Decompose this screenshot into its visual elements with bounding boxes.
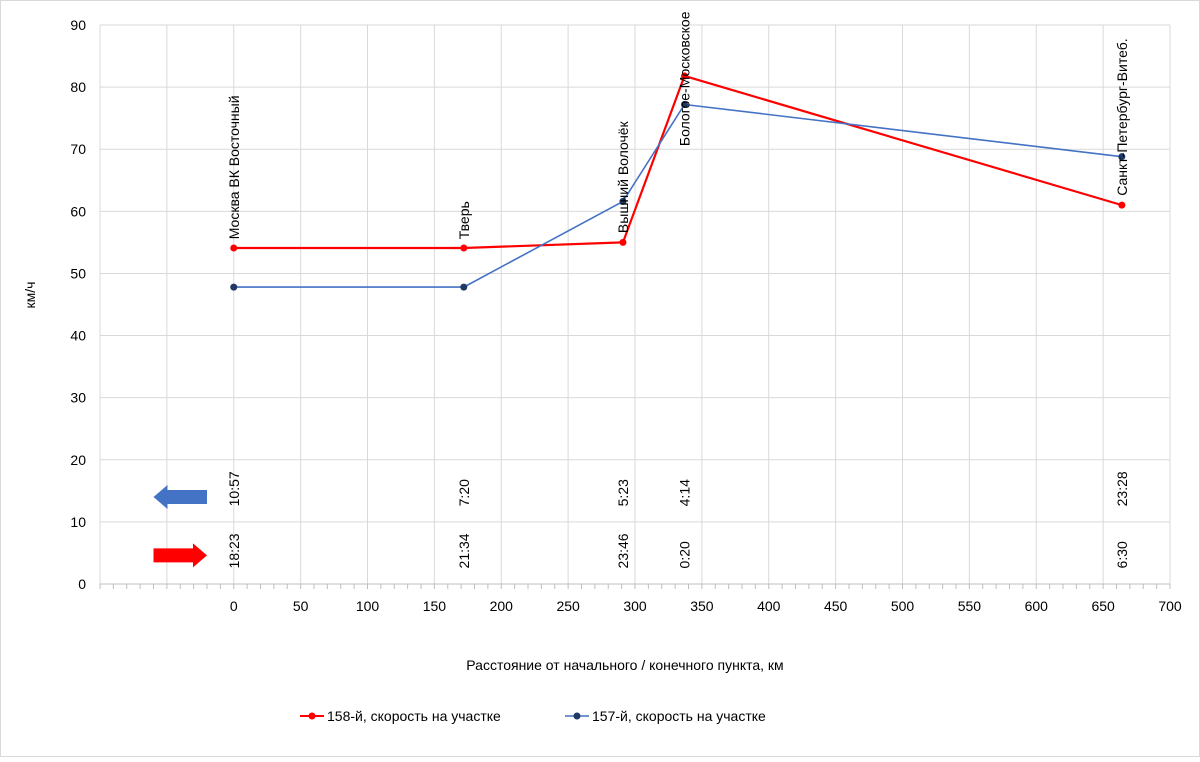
x-tick-label: 400	[757, 598, 781, 614]
legend-marker-157	[573, 712, 581, 720]
x-axis-title: Расстояние от начального / конечного пун…	[466, 657, 783, 673]
direction-arrow-157	[153, 485, 207, 510]
y-tick-label: 10	[70, 514, 86, 530]
data-point	[1118, 201, 1126, 209]
x-tick-label: 500	[891, 598, 915, 614]
data-point	[680, 101, 688, 109]
data-point	[460, 283, 468, 291]
legend-item-158[interactable]: 158-й, скорость на участке	[300, 708, 501, 724]
x-tick-label: 200	[490, 598, 514, 614]
time-158: 21:34	[456, 533, 472, 568]
station-annotations: Москва ВК Восточный 10:57 18:23 Тверь 7:20 21…	[153, 11, 1130, 568]
y-tick-label: 50	[70, 265, 86, 281]
time-157: 7:20	[456, 479, 472, 506]
y-tick-label: 0	[78, 576, 86, 592]
legend-label-157: 157-й, скорость на участке	[592, 708, 766, 724]
y-tick-label: 30	[70, 390, 86, 406]
x-tick-label: 0	[230, 598, 238, 614]
data-point	[1118, 153, 1126, 161]
time-157: 23:28	[1114, 471, 1130, 506]
time-158: 23:46	[615, 533, 631, 568]
x-tick-label: 650	[1091, 598, 1115, 614]
series-lines	[230, 72, 1126, 291]
x-tick-label: 450	[824, 598, 848, 614]
data-point	[460, 244, 468, 252]
station-label: Москва ВК Восточный	[226, 95, 242, 239]
time-158: 6:30	[1114, 541, 1130, 568]
legend-item-157[interactable]: 157-й, скорость на участке	[565, 708, 766, 724]
x-tick-label: 50	[293, 598, 309, 614]
x-tick-label: 250	[556, 598, 580, 614]
y-tick-label: 20	[70, 452, 86, 468]
time-157: 4:14	[676, 479, 692, 506]
y-tick-label: 60	[70, 203, 86, 219]
data-point	[230, 283, 238, 291]
axes: 0 10 20 30 40 50 60 70 80 90 0 50 100 150 200 250 300 350…	[70, 17, 1181, 614]
x-tick-label: 100	[356, 598, 380, 614]
time-157: 5:23	[615, 479, 631, 506]
x-tick-label: 300	[623, 598, 647, 614]
x-tick-label: 700	[1158, 598, 1182, 614]
station-label: Санкт-Петербург-Витеб.	[1114, 38, 1130, 195]
station-label: Вышний Волочёк	[615, 120, 631, 233]
y-axis-title: км/ч	[22, 282, 38, 309]
x-tick-label: 350	[690, 598, 714, 614]
data-point	[619, 197, 627, 205]
y-tick-label: 40	[70, 328, 86, 344]
data-point	[230, 244, 238, 252]
data-point	[680, 72, 688, 80]
legend-marker-158	[308, 712, 316, 720]
time-157: 10:57	[226, 471, 242, 506]
direction-arrow-158	[153, 543, 207, 568]
station-label: Бологое-Московское	[676, 11, 692, 146]
y-tick-label: 90	[70, 17, 86, 33]
x-tick-label: 550	[958, 598, 982, 614]
y-tick-label: 70	[70, 141, 86, 157]
grid	[99, 24, 1171, 584]
time-158: 18:23	[226, 533, 242, 568]
station-label: Тверь	[456, 201, 472, 239]
y-tick-label: 80	[70, 79, 86, 95]
legend: 158-й, скорость на участке 157-й, скорос…	[300, 708, 766, 724]
legend-label-158: 158-й, скорость на участке	[327, 708, 501, 724]
x-tick-label: 150	[423, 598, 447, 614]
data-point	[619, 238, 627, 246]
time-158: 0:20	[676, 541, 692, 568]
x-tick-label: 600	[1025, 598, 1049, 614]
